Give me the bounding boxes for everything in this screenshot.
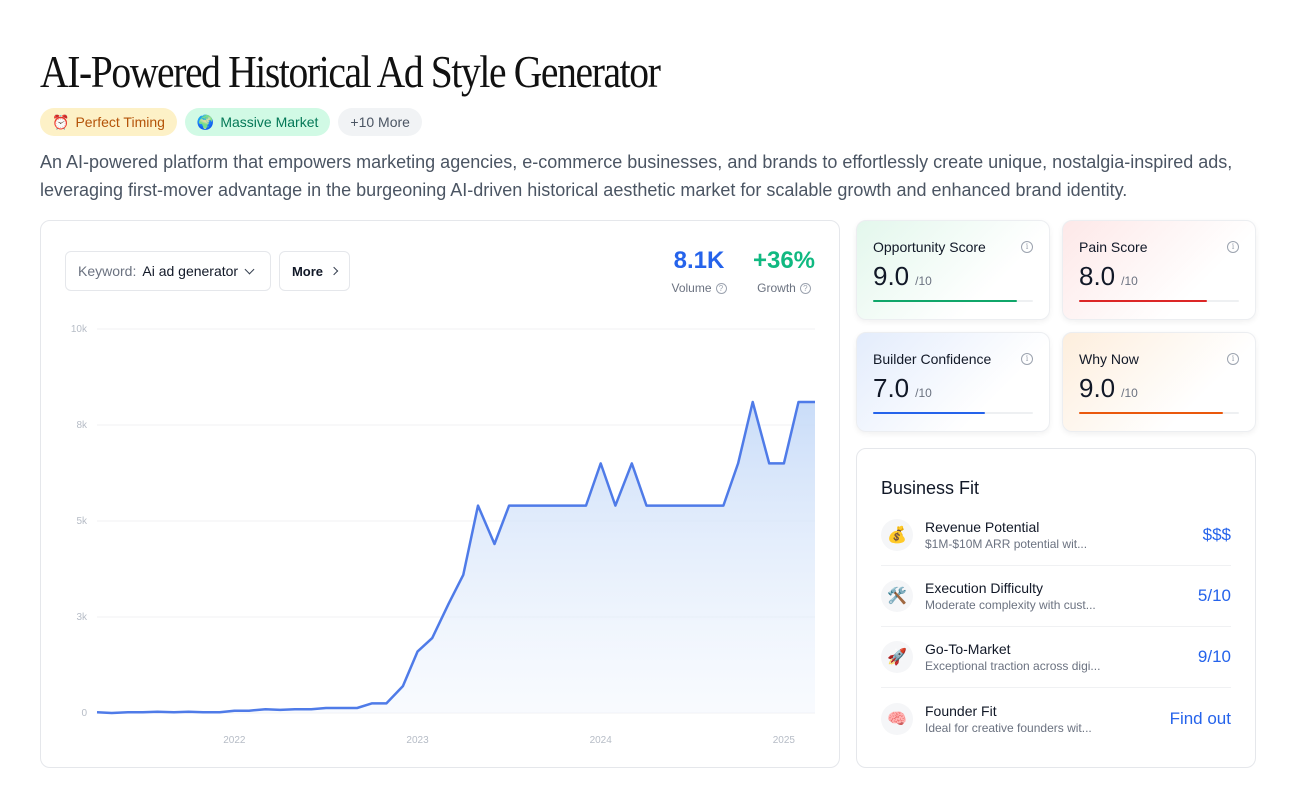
score-out-of: /10 (1121, 386, 1138, 400)
more-button[interactable]: More (279, 251, 350, 291)
money-bag-icon: 💰 (881, 519, 913, 551)
growth-value: +36% (752, 247, 816, 274)
tag-perfect-timing[interactable]: ⏰ Perfect Timing (40, 108, 177, 136)
growth-metric: +36% Growth ? (751, 247, 817, 295)
score-out-of: /10 (1121, 274, 1138, 288)
opportunity-score-card[interactable]: Opportunity Score i 9.0/10 (856, 220, 1050, 320)
tag-more-button[interactable]: +10 More (338, 108, 422, 136)
score-label: Pain Score (1079, 239, 1148, 255)
score-value: 8.0 (1079, 261, 1116, 291)
x-tick-label: 2024 (590, 735, 613, 746)
x-tick-label: 2025 (773, 735, 796, 746)
fit-value: 5/10 (1197, 586, 1231, 605)
business-fit-card: Business Fit 💰 Revenue Potential $1M-$10… (856, 448, 1256, 768)
score-bar (1079, 412, 1239, 414)
score-value: 9.0 (1079, 373, 1116, 403)
builder-confidence-card[interactable]: Builder Confidence i 7.0/10 (856, 332, 1050, 432)
fit-row-founder-fit[interactable]: 🧠 Founder Fit Ideal for creative founder… (881, 688, 1231, 749)
fit-description: Moderate complexity with cust... (925, 598, 1096, 612)
score-bar-fill (1079, 412, 1223, 414)
brain-icon: 🧠 (881, 702, 913, 735)
volume-label: Volume (671, 281, 712, 295)
y-tick-label: 5k (76, 516, 88, 527)
trend-line (96, 400, 815, 715)
pain-score-card[interactable]: Pain Score i 8.0/10 (1062, 220, 1256, 320)
score-bar (873, 300, 1033, 302)
tag-label: Massive Market (220, 114, 319, 130)
score-value: 9.0 (873, 261, 910, 291)
why-now-card[interactable]: Why Now i 9.0/10 (1062, 332, 1256, 432)
y-tick-label: 8k (76, 420, 88, 431)
score-out-of: /10 (915, 386, 932, 400)
page-description: An AI-powered platform that empowers mar… (40, 152, 1233, 200)
score-label: Why Now (1079, 351, 1139, 367)
help-icon[interactable]: ? (799, 282, 811, 294)
fit-row-execution-difficulty[interactable]: 🛠️ Execution Difficulty Moderate complex… (881, 566, 1231, 627)
globe-icon: 🌍 (196, 113, 215, 130)
info-icon[interactable]: i (1021, 241, 1033, 253)
volume-metric: 8.1K Volume ? (669, 247, 729, 295)
find-out-link[interactable]: Find out (1169, 708, 1231, 728)
score-out-of: /10 (915, 274, 932, 288)
fit-name: Execution Difficulty (925, 580, 1044, 596)
volume-value: 8.1K (673, 247, 725, 274)
trend-chart: 0 3k 5k 8k 10k 2022 2023 2024 2025 (71, 324, 815, 746)
fit-name: Revenue Potential (925, 519, 1040, 535)
y-tick-label: 10k (71, 324, 88, 335)
fit-description: Exceptional traction across digi... (925, 659, 1101, 673)
y-tick-label: 3k (76, 612, 88, 623)
fit-value: $$$ (1202, 525, 1231, 544)
fit-name: Go-To-Market (925, 641, 1011, 657)
score-bar-fill (873, 300, 1017, 302)
rocket-icon: 🚀 (881, 641, 913, 673)
info-icon[interactable]: i (1227, 241, 1239, 253)
score-bar (873, 412, 1033, 414)
score-bar (1079, 300, 1239, 302)
help-icon[interactable]: ? (715, 282, 727, 294)
fit-row-go-to-market[interactable]: 🚀 Go-To-Market Exceptional traction acro… (881, 627, 1231, 688)
score-bar-fill (873, 412, 985, 414)
tag-massive-market[interactable]: 🌍 Massive Market (184, 108, 331, 136)
fit-description: Ideal for creative founders wit... (925, 720, 1092, 735)
tag-label: Perfect Timing (75, 114, 165, 130)
fit-value: 9/10 (1197, 647, 1231, 666)
score-label: Builder Confidence (873, 351, 992, 367)
info-icon[interactable]: i (1227, 353, 1239, 365)
business-fit-title: Business Fit (881, 478, 980, 498)
score-bar-fill (1079, 300, 1207, 302)
info-icon[interactable]: i (1021, 353, 1033, 365)
fit-name: Founder Fit (925, 702, 997, 719)
x-tick-label: 2022 (223, 735, 246, 746)
keyword-select[interactable]: Keyword: Ai ad generator (65, 251, 271, 291)
keyword-label: Keyword: (78, 263, 137, 279)
y-tick-label: 0 (81, 708, 87, 719)
more-button-label: More (291, 263, 324, 279)
alarm-clock-icon: ⏰ (52, 113, 70, 130)
tools-icon: 🛠️ (881, 580, 913, 612)
fit-description: $1M-$10M ARR potential wit... (925, 537, 1088, 551)
growth-label: Growth (757, 281, 796, 295)
trend-chart-card: Keyword: Ai ad generator More 8.1K Volum… (40, 220, 840, 768)
fit-row-revenue-potential[interactable]: 💰 Revenue Potential $1M-$10M ARR potenti… (881, 505, 1231, 566)
trend-area (97, 402, 815, 713)
score-value: 7.0 (873, 373, 910, 403)
x-tick-label: 2023 (406, 735, 429, 746)
keyword-value: Ai ad generator (142, 263, 239, 279)
score-label: Opportunity Score (873, 239, 986, 255)
page-title: AI-Powered Historical Ad Style Generator (40, 46, 661, 97)
tag-list: ⏰ Perfect Timing 🌍 Massive Market +10 Mo… (40, 108, 422, 136)
